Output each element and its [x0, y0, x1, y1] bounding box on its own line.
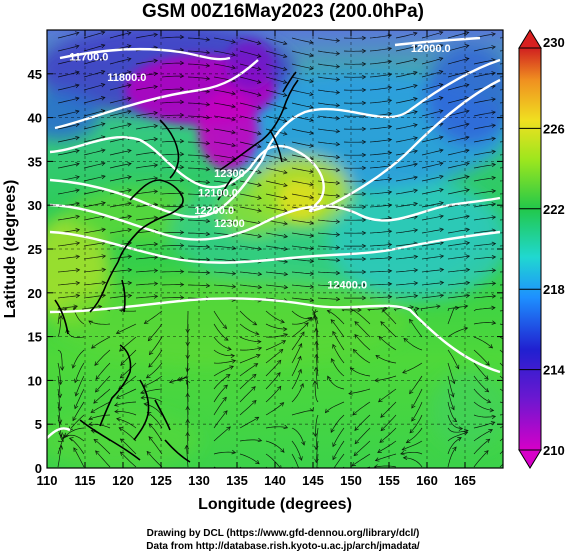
x-tick-label: 110 — [37, 473, 58, 488]
contour-label: 12100.0 — [198, 187, 238, 199]
map-title: GSM 00Z16May2023 (200.0hPa) — [142, 1, 424, 22]
credit-data: Data from http://database.rish.kyoto-u.a… — [146, 541, 420, 552]
x-axis-label: Longitude (degrees) — [198, 496, 352, 513]
lat-lon-grid — [47, 30, 503, 468]
wind-streamlines — [57, 30, 503, 468]
contour-label: 11800.0 — [107, 72, 146, 84]
colorbar-tick-label: 222 — [543, 202, 565, 217]
colorbar-tick-label: 218 — [543, 282, 565, 297]
x-tick-label: 125 — [150, 473, 172, 488]
x-axis: 110 115 120 125 130 135 140 145 150 155 160 165 — [37, 30, 476, 488]
y-tick-label: 20 — [28, 286, 42, 301]
y-tick-label: 5 — [35, 417, 42, 432]
x-tick-label: 115 — [75, 473, 96, 488]
contour-label: 12200.0 — [194, 205, 234, 217]
colorbar-tick-label: 214 — [543, 363, 565, 378]
x-tick-label: 160 — [416, 473, 438, 488]
temperature-field: 11700.0 11800.0 12000.0 12300 12100.0 12200.0… — [47, 30, 503, 468]
x-tick-label: 145 — [302, 473, 324, 488]
y-tick-label: 40 — [28, 111, 42, 126]
x-tick-label: 135 — [226, 473, 248, 488]
y-tick-label: 30 — [28, 198, 42, 213]
x-tick-label: 130 — [188, 473, 210, 488]
y-tick-label: 25 — [28, 242, 42, 257]
y-tick-label: 15 — [28, 330, 42, 345]
colorbar-tick-label: 226 — [543, 121, 565, 136]
y-tick-label: 35 — [28, 154, 42, 169]
contour-label: 12300 — [214, 168, 245, 180]
colorbar-tick-label: 210 — [543, 443, 565, 458]
contour-labels: 11700.0 11800.0 12000.0 12300 12100.0 12200.0… — [69, 43, 450, 292]
y-tick-label: 45 — [28, 67, 42, 82]
colorbar: 210 214 218 222 226 230 — [518, 29, 565, 469]
contour-label: 12400.0 — [327, 279, 367, 291]
colorbar-tick-label: 230 — [543, 35, 565, 50]
contour-label: 12000.0 — [411, 43, 451, 55]
y-tick-label: 10 — [28, 373, 42, 388]
x-tick-label: 155 — [378, 473, 400, 488]
x-tick-label: 140 — [264, 473, 286, 488]
x-tick-label: 165 — [454, 473, 476, 488]
y-tick-label: 0 — [35, 461, 42, 476]
y-axis-label: Latitude (degrees) — [2, 180, 19, 319]
x-tick-label: 150 — [340, 473, 362, 488]
contour-label: 11700.0 — [69, 52, 108, 64]
x-tick-label: 120 — [112, 473, 134, 488]
contour-label: 12300 — [214, 218, 245, 230]
credit-drawing: Drawing by DCL (https://www.gfd-dennou.o… — [146, 528, 420, 539]
coastlines — [54, 71, 299, 463]
y-axis: 0 5 10 15 20 25 30 35 40 45 — [28, 67, 503, 476]
